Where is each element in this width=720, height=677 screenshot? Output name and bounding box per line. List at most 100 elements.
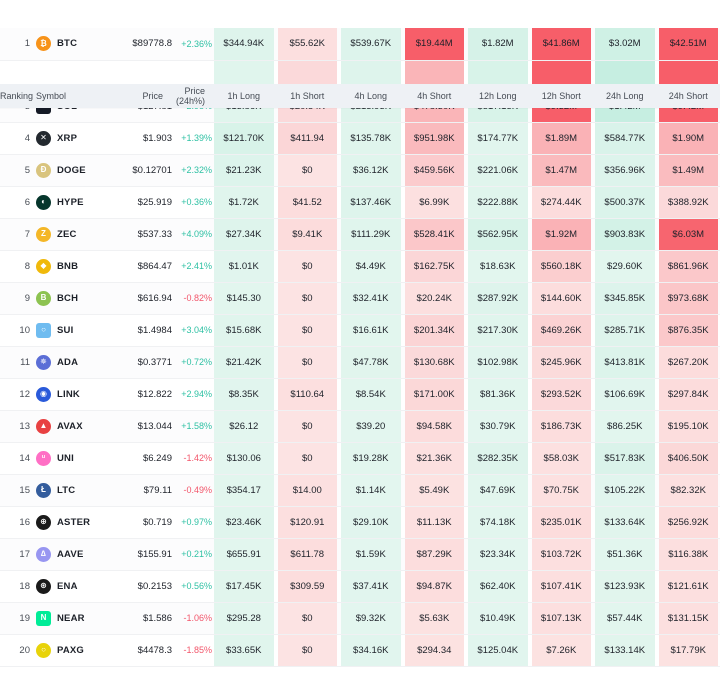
cell-value: $21.23K (226, 164, 262, 176)
column-header-4h-long[interactable]: 4h Long (354, 91, 388, 101)
cell-price: $0.12701 (132, 164, 172, 176)
column-header-symbol[interactable]: Symbol (36, 91, 67, 101)
cell-12h-short: $41.86M (530, 28, 594, 60)
cell-heat-fill (595, 378, 655, 410)
cell-heat-fill (595, 538, 655, 570)
column-header-12h-short[interactable]: 12h Short (541, 91, 581, 101)
cell-12h-short: $186.73K (530, 410, 594, 442)
cell-heat-fill (595, 250, 655, 282)
cell-value: $23.34K (480, 548, 516, 560)
table-row[interactable]: 7 Z ZEC $537.33 +4.09% $27.34K $9.41K $111.29K $… (0, 218, 720, 250)
cell-value: $37.41K (353, 580, 389, 592)
ada-icon: ✵ (36, 354, 51, 370)
cell-value: $5.49K (419, 484, 450, 496)
column-header-1h-long[interactable]: 1h Long (227, 91, 261, 101)
cell-symbol[interactable]: ⊛ ENA (30, 570, 109, 602)
table-row[interactable]: 9 B BCH $616.94 -0.82% $145.30 $0 $32.41K $20.24… (0, 282, 720, 314)
symbol-label: AVAX (57, 420, 83, 432)
cell-value: $1.82M (481, 38, 514, 50)
table-row[interactable]: 1 ₿ BTC $89778.8 +2.36% $344.94K $55.62K $539.6… (0, 28, 720, 60)
cell-1h-long: $145.30 (212, 282, 276, 314)
cell-1h-short: $611.78 (276, 538, 340, 570)
cell-symbol[interactable]: ⊕ ASTER (30, 506, 109, 538)
table-row[interactable]: 19 N NEAR $1.586 -1.06% $295.28 $0 $9.32K $5.63K… (0, 602, 720, 634)
cell-symbol[interactable]: Ð DOGE (30, 154, 109, 186)
table-row[interactable]: 8 ◆ BNB $864.47 +2.41% $1.01K $0 $4.49K $162.75K… (0, 250, 720, 282)
table-row[interactable]: 16 ⊕ ASTER $0.719 +0.97% $23.46K $120.91 $29.10… (0, 506, 720, 538)
table-row[interactable]: 10 ○ SUI $1.4984 +3.04% $15.68K $0 $16.61K $201.… (0, 314, 720, 346)
cell-heat-fill (214, 314, 274, 346)
table-row[interactable]: 6 ◐ HYPE $25.919 +0.36% $1.72K $41.52 $137.46K $… (0, 186, 720, 218)
cell-ranking: 16 (19, 516, 30, 528)
cell-value: $120.91 (290, 516, 325, 528)
cell-heat-fill (341, 474, 401, 506)
column-header-1h-short[interactable]: 1h Short (290, 91, 325, 101)
cell-value: $973.68K (667, 292, 709, 304)
cell-heat-fill (341, 538, 401, 570)
cell-symbol[interactable]: ᵘ UNI (30, 442, 109, 474)
cell-price: $25.919 (137, 196, 172, 208)
cell-value: $222.88K (477, 196, 519, 208)
cell-symbol[interactable]: ✕ XRP (30, 122, 109, 154)
cell-heat-fill (404, 28, 464, 60)
table-row[interactable]: 13 ▲ AVAX $13.044 +1.58% $26.12 $0 $39.20 $94.58… (0, 410, 720, 442)
table-row[interactable]: 14 ᵘ UNI $6.249 -1.42% $130.06 $0 $19.28K $21.36… (0, 442, 720, 474)
column-header-4h-short[interactable]: 4h Short (417, 91, 452, 101)
cell-symbol[interactable]: Ł LTC (30, 474, 109, 506)
column-header-24h-short[interactable]: 24h Short (668, 91, 708, 101)
cell-heat-fill (658, 282, 718, 314)
cell-symbol[interactable]: ○ SUI (30, 314, 109, 346)
cell-symbol[interactable]: ◐ HYPE (30, 186, 109, 218)
cell-1h-short: $309.59 (276, 570, 340, 602)
cell-heat-fill (277, 218, 337, 250)
table-row[interactable]: 17 ∆ AAVE $155.91 +0.21% $655.91 $611.78 $1.59K… (0, 538, 720, 570)
cell-heat-fill (595, 346, 655, 378)
cell-1h-long: $17.45K (212, 570, 276, 602)
cell-1h-long: $354.17 (212, 474, 276, 506)
cell-symbol[interactable]: N NEAR (30, 602, 109, 634)
table-row[interactable]: 12 ◉ LINK $12.822 +2.94% $8.35K $110.64 $8.54K $… (0, 378, 720, 410)
table-row[interactable]: 20 ○ PAXG $4478.3 -1.85% $33.65K $0 $34.16K $294… (0, 634, 720, 666)
cell-12h-short: $1.92M (530, 218, 594, 250)
column-header-12h-long[interactable]: 12h Long (478, 91, 517, 101)
cell-heat-fill (214, 378, 274, 410)
cell-symbol[interactable]: Z ZEC (30, 218, 109, 250)
column-header-price-change[interactable]: Price (24h%) (175, 86, 205, 106)
cell-value: $11.13K (416, 516, 452, 528)
cell-symbol[interactable]: ◆ BNB (30, 250, 109, 282)
cell-symbol[interactable]: ○ PAXG (30, 634, 109, 666)
cell-symbol[interactable]: ₿ BTC (30, 28, 109, 60)
cell-heat-fill (468, 186, 528, 218)
cell-heat-fill (595, 634, 655, 666)
cell-price: $864.47 (137, 260, 172, 272)
cell-symbol[interactable]: ✵ ADA (30, 346, 109, 378)
cell-value: $17.79K (670, 644, 706, 656)
cell-1h-short: $411.94 (276, 122, 340, 154)
cell-symbol[interactable]: ▲ AVAX (30, 410, 109, 442)
cell-value: $1.01K (228, 260, 259, 272)
column-header-ranking[interactable]: Ranking (0, 91, 34, 101)
cell-4h-long: $32.41K (339, 282, 403, 314)
table-row[interactable]: 15 Ł LTC $79.11 -0.49% $354.17 $14.00 $1.14K $5.… (0, 474, 720, 506)
cell-1h-long: $655.91 (212, 538, 276, 570)
cell-price-change: +1.39% (181, 133, 212, 143)
cell-value: $0 (301, 324, 313, 336)
table-row[interactable]: 18 ⊛ ENA $0.2153 +0.56% $17.45K $309.59 $37.41K… (0, 570, 720, 602)
column-header-price[interactable]: Price (142, 91, 163, 101)
cell-1h-short: $9.41K (276, 218, 340, 250)
cell-heat-fill (468, 154, 528, 186)
table-row[interactable]: 5 Ð DOGE $0.12701 +2.32% $21.23K $0 $36.12K $459… (0, 154, 720, 186)
liquidation-table-page: 1 ₿ BTC $89778.8 +2.36% $344.94K $55.62K $539.6… (0, 28, 720, 677)
cell-symbol[interactable]: ∆ AAVE (30, 538, 109, 570)
column-header-24h-long[interactable]: 24h Long (605, 91, 644, 101)
cell-symbol[interactable]: B BCH (30, 282, 109, 314)
cell-12h-long: $47.69K (466, 474, 530, 506)
table-row[interactable]: 11 ✵ ADA $0.3771 +0.72% $21.42K $0 $47.78K $130.… (0, 346, 720, 378)
cell-value: $469.26K (540, 324, 582, 336)
table-row[interactable]: 4 ✕ XRP $1.903 +1.39% $121.70K $411.94 $135.78K… (0, 122, 720, 154)
cell-symbol[interactable]: ◉ LINK (30, 378, 109, 410)
cell-1h-long: $121.70K (212, 122, 276, 154)
aster-icon: ⊕ (36, 514, 51, 530)
cell-price: $12.822 (137, 388, 172, 400)
cell-24h-short: $42.51M (657, 28, 720, 60)
